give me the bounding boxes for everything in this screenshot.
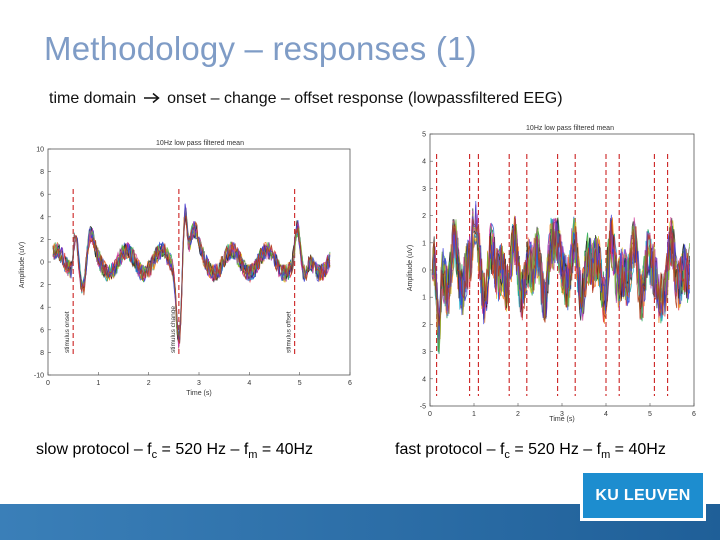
event-marker-label: stimulus onset — [64, 311, 71, 353]
arrow-right-icon — [143, 92, 160, 104]
caption-left-mid: = 520 Hz – f — [157, 441, 249, 458]
x-tick-label: 4 — [247, 380, 251, 387]
y-tick-label: 2 — [40, 282, 44, 289]
x-tick-label: 4 — [604, 411, 608, 418]
chart-right-title: 10Hz low pass filtered mean — [526, 125, 614, 132]
y-tick-label: 8 — [40, 169, 44, 176]
chart-left-xlabel: Time (s) — [186, 390, 211, 397]
y-tick-label: -10 — [34, 373, 44, 380]
logo-text: KU LEUVEN — [595, 486, 691, 504]
y-tick-label: 5 — [422, 132, 426, 139]
x-tick-label: 2 — [147, 380, 151, 387]
y-tick-label: 2 — [422, 213, 426, 220]
eeg-trace — [52, 203, 331, 341]
x-tick-label: 6 — [692, 411, 696, 418]
y-tick-label: 2 — [422, 322, 426, 329]
caption-right-text: fast protocol – f — [395, 441, 505, 458]
y-tick-label: 0 — [422, 268, 426, 275]
event-marker-label: stimulus change — [170, 306, 177, 353]
chart-right-ylabel: Amplitude (uV) — [407, 245, 414, 291]
x-tick-label: 1 — [96, 380, 100, 387]
chart-left-ylabel: Amplitude (uV) — [19, 242, 26, 288]
eeg-trace — [431, 216, 690, 327]
y-tick-label: 1 — [422, 240, 426, 247]
x-tick-label: 0 — [46, 380, 50, 387]
caption-right: fast protocol – fc = 520 Hz – fm = 40Hz — [395, 441, 666, 461]
caption-right-end: = 40Hz — [610, 441, 666, 458]
y-tick-label: 4 — [40, 305, 44, 312]
y-tick-label: 3 — [422, 349, 426, 356]
y-tick-label: 6 — [40, 327, 44, 334]
event-marker-label: stimulus offset — [286, 311, 293, 353]
subtitle-lead: time domain — [49, 90, 137, 107]
caption-right-sub-c: c — [504, 449, 510, 462]
y-tick-label: 8 — [40, 350, 44, 357]
x-tick-label: 2 — [516, 411, 520, 418]
x-tick-label: 3 — [560, 411, 564, 418]
x-tick-label: 6 — [348, 380, 352, 387]
chart-slow-protocol: 10Hz low pass filtered mean -10 8 6 4 2 0 2 4 6 8… — [19, 140, 352, 397]
chart-fast-protocol: 10Hz low pass filtered mean -5 4 3 2 1 0 1 2 3 4 5… — [407, 125, 696, 423]
subtitle-rest: onset – change – offset response (lowpas… — [167, 90, 563, 107]
caption-right-sub-m: m — [601, 449, 611, 462]
y-tick-label: 0 — [40, 260, 44, 267]
x-tick-label: 0 — [428, 411, 432, 418]
caption-left-sub-c: c — [151, 449, 158, 462]
caption-right-mid: = 520 Hz – f — [509, 441, 602, 458]
chart-left-frame — [47, 148, 351, 376]
caption-left-sub-m: m — [248, 449, 258, 462]
x-tick-label: 3 — [197, 380, 201, 387]
slide-subtitle: time domain onset – change – offset resp… — [49, 90, 563, 108]
slide-title: Methodology – responses (1) — [44, 30, 477, 67]
x-tick-label: 5 — [298, 380, 302, 387]
y-tick-label: 4 — [422, 159, 426, 166]
eeg-trace — [52, 215, 331, 344]
caption-left-end: = 40Hz — [257, 441, 314, 458]
chart-right-xlabel: Time (s) — [549, 416, 574, 423]
x-tick-label: 1 — [472, 411, 476, 418]
chart-left-title: 10Hz low pass filtered mean — [156, 140, 244, 147]
y-tick-label: 4 — [40, 214, 44, 221]
y-tick-label: 4 — [422, 376, 426, 383]
y-tick-label: 3 — [422, 186, 426, 193]
y-tick-label: 1 — [422, 295, 426, 302]
eeg-trace — [431, 200, 690, 340]
x-tick-label: 5 — [648, 411, 652, 418]
y-tick-label: 2 — [40, 237, 44, 244]
caption-left: slow protocol – fc = 520 Hz – fm = 40Hz — [36, 441, 313, 461]
caption-left-text: slow protocol – f — [36, 441, 152, 458]
y-tick-label: 6 — [40, 192, 44, 199]
ku-leuven-logo: KU LEUVEN — [583, 473, 703, 518]
y-tick-label: 10 — [36, 147, 44, 154]
y-tick-label: -5 — [420, 404, 426, 411]
